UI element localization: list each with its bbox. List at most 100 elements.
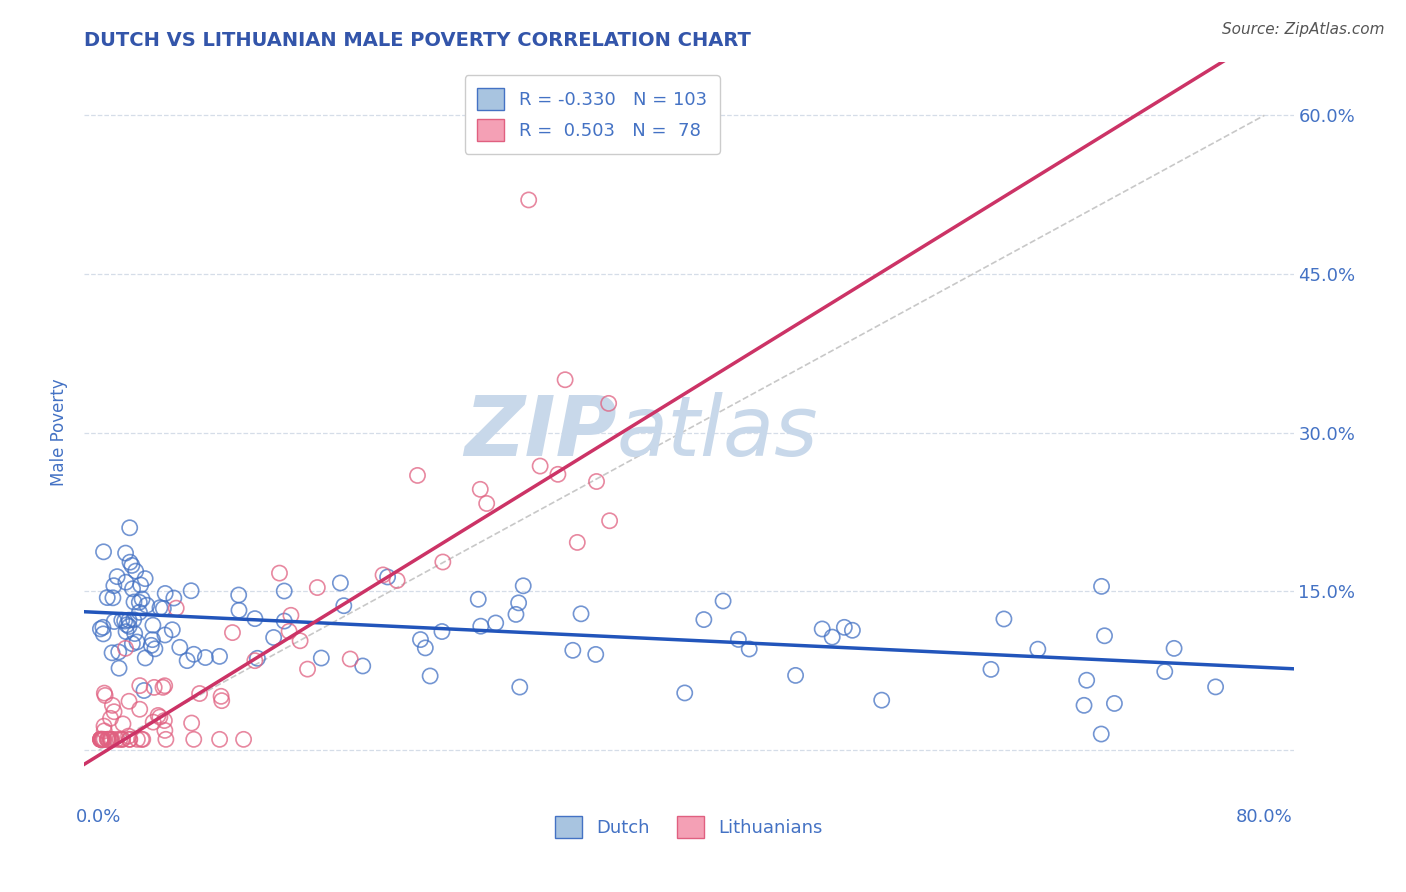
Point — [100, 732, 122, 747]
Point — [547, 467, 569, 482]
Point — [114, 546, 136, 560]
Point — [111, 732, 134, 747]
Point — [569, 607, 592, 621]
Point — [517, 193, 540, 207]
Point — [103, 579, 125, 593]
Point — [118, 521, 141, 535]
Point — [1205, 680, 1227, 694]
Point — [194, 650, 217, 665]
Point — [96, 732, 118, 747]
Point — [98, 732, 121, 747]
Point — [153, 679, 176, 693]
Text: atlas: atlas — [616, 392, 818, 473]
Point — [785, 668, 807, 682]
Point — [278, 624, 301, 639]
Point — [149, 600, 172, 615]
Point — [738, 642, 761, 657]
Point — [90, 732, 112, 747]
Point — [122, 613, 145, 627]
Point — [273, 614, 295, 628]
Point — [91, 732, 114, 747]
Point — [114, 614, 136, 628]
Point — [115, 617, 138, 632]
Point — [165, 601, 187, 615]
Point — [834, 620, 856, 634]
Point — [208, 649, 231, 664]
Point — [132, 732, 155, 747]
Point — [121, 582, 143, 596]
Point — [180, 716, 202, 731]
Point — [155, 732, 177, 747]
Point — [127, 732, 149, 747]
Point — [122, 595, 145, 609]
Point — [228, 603, 250, 617]
Point — [111, 717, 134, 731]
Point — [561, 643, 583, 657]
Point — [183, 648, 205, 662]
Point — [841, 624, 863, 638]
Point — [118, 555, 141, 569]
Point — [118, 732, 141, 747]
Point — [132, 683, 155, 698]
Point — [89, 622, 111, 636]
Point — [567, 535, 589, 549]
Point — [100, 732, 122, 747]
Point — [97, 732, 120, 747]
Point — [467, 592, 489, 607]
Point — [598, 396, 620, 410]
Point — [118, 694, 141, 708]
Point — [585, 648, 607, 662]
Point — [135, 599, 157, 613]
Point — [125, 635, 148, 649]
Point — [121, 637, 143, 651]
Point — [307, 581, 329, 595]
Point — [124, 626, 146, 640]
Y-axis label: Male Poverty: Male Poverty — [51, 379, 69, 486]
Point — [93, 723, 115, 738]
Point — [111, 613, 134, 627]
Point — [980, 662, 1002, 676]
Point — [599, 514, 621, 528]
Point — [114, 641, 136, 656]
Point — [89, 732, 111, 747]
Point — [89, 732, 111, 747]
Point — [232, 732, 254, 747]
Point — [243, 654, 266, 668]
Point — [163, 591, 186, 605]
Point — [711, 594, 734, 608]
Point — [128, 595, 150, 609]
Text: ZIP: ZIP — [464, 392, 616, 473]
Point — [101, 591, 124, 605]
Point — [90, 732, 112, 747]
Point — [339, 652, 361, 666]
Point — [311, 651, 333, 665]
Point — [693, 613, 716, 627]
Point — [128, 679, 150, 693]
Point — [470, 619, 492, 633]
Point — [101, 646, 124, 660]
Point — [1090, 727, 1112, 741]
Point — [93, 686, 115, 700]
Point — [406, 468, 429, 483]
Point — [152, 681, 174, 695]
Point — [118, 613, 141, 627]
Point — [485, 615, 508, 630]
Point — [93, 545, 115, 559]
Point — [117, 729, 139, 743]
Point — [329, 576, 352, 591]
Point — [129, 578, 152, 592]
Point — [162, 623, 184, 637]
Point — [105, 732, 128, 747]
Point — [94, 689, 117, 703]
Point — [153, 723, 176, 738]
Point — [118, 619, 141, 633]
Point — [153, 714, 176, 728]
Point — [141, 632, 163, 647]
Point — [141, 638, 163, 652]
Point — [371, 568, 394, 582]
Point — [100, 711, 122, 725]
Point — [124, 564, 146, 578]
Point — [377, 570, 399, 584]
Point — [1026, 642, 1049, 657]
Point — [585, 475, 607, 489]
